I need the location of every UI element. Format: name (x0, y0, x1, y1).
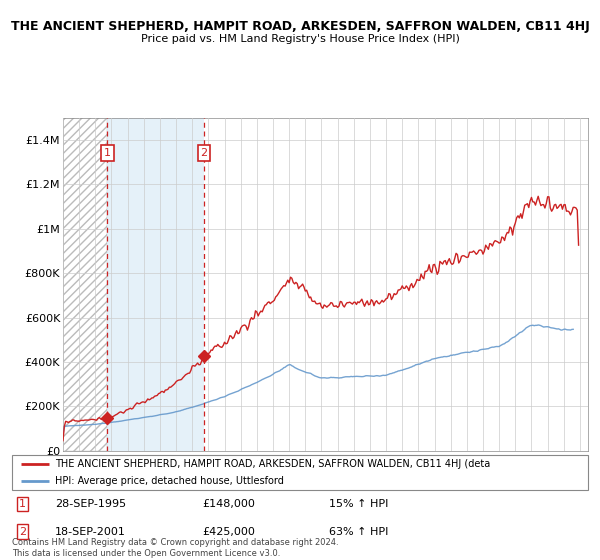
Text: 15% ↑ HPI: 15% ↑ HPI (329, 499, 388, 509)
Text: 1: 1 (19, 499, 26, 509)
Text: 2: 2 (19, 527, 26, 536)
Text: 28-SEP-1995: 28-SEP-1995 (55, 499, 127, 509)
Text: Contains HM Land Registry data © Crown copyright and database right 2024.
This d: Contains HM Land Registry data © Crown c… (12, 538, 338, 558)
Bar (63, 118, 107, 451)
Text: 1: 1 (104, 148, 111, 158)
Text: THE ANCIENT SHEPHERD, HAMPIT ROAD, ARKESDEN, SAFFRON WALDEN, CB11 4HJ: THE ANCIENT SHEPHERD, HAMPIT ROAD, ARKES… (11, 20, 589, 32)
Text: 2: 2 (200, 148, 208, 158)
Text: £148,000: £148,000 (202, 499, 255, 509)
Text: £425,000: £425,000 (202, 527, 255, 536)
Text: Price paid vs. HM Land Registry's House Price Index (HPI): Price paid vs. HM Land Registry's House … (140, 34, 460, 44)
Text: THE ANCIENT SHEPHERD, HAMPIT ROAD, ARKESDEN, SAFFRON WALDEN, CB11 4HJ (deta: THE ANCIENT SHEPHERD, HAMPIT ROAD, ARKES… (55, 459, 490, 469)
Text: 18-SEP-2001: 18-SEP-2001 (55, 527, 126, 536)
Text: 63% ↑ HPI: 63% ↑ HPI (329, 527, 388, 536)
Bar (107, 118, 204, 451)
Text: HPI: Average price, detached house, Uttlesford: HPI: Average price, detached house, Uttl… (55, 477, 284, 486)
